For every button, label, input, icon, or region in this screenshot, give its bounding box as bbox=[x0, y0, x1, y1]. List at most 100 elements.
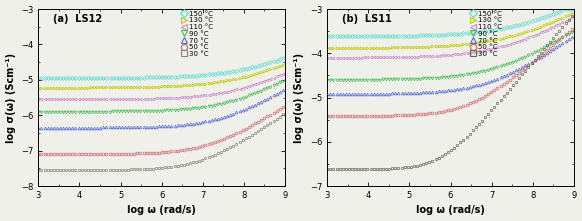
90 °C bbox=[143, 110, 150, 112]
130 °C bbox=[180, 84, 187, 87]
130 °C bbox=[251, 73, 258, 75]
70 °C bbox=[251, 103, 258, 106]
Y-axis label: log σ(ω) (Scm⁻¹): log σ(ω) (Scm⁻¹) bbox=[294, 52, 304, 143]
150 °C bbox=[432, 34, 439, 36]
90 °C bbox=[568, 30, 575, 33]
Y-axis label: log σ(ω) (Scm⁻¹): log σ(ω) (Scm⁻¹) bbox=[6, 52, 16, 143]
110 °C bbox=[202, 94, 209, 96]
130 °C bbox=[473, 42, 480, 44]
70 °C bbox=[432, 90, 439, 93]
70 °C bbox=[473, 84, 480, 87]
150 °C bbox=[473, 31, 480, 33]
110 °C bbox=[491, 47, 498, 49]
130 °C bbox=[568, 12, 575, 15]
110 °C bbox=[482, 49, 489, 51]
30 °C bbox=[143, 168, 150, 170]
Text: (a)  LS12: (a) LS12 bbox=[53, 14, 102, 24]
150 °C bbox=[251, 65, 258, 68]
70 °C bbox=[469, 85, 476, 88]
Line: 30 °C: 30 °C bbox=[37, 113, 284, 171]
110 °C bbox=[279, 72, 286, 75]
130 °C bbox=[491, 38, 498, 41]
150 °C bbox=[565, 8, 572, 10]
30 °C bbox=[251, 131, 258, 134]
110 °C bbox=[324, 56, 331, 59]
Legend: 150 °C, 130 °C, 110 °C, 90 °C, 70 °C, 50 °C, 30 °C: 150 °C, 130 °C, 110 °C, 90 °C, 70 °C, 50… bbox=[182, 11, 212, 57]
30 °C bbox=[324, 168, 331, 171]
150 °C bbox=[482, 30, 489, 32]
50 °C bbox=[183, 148, 190, 151]
50 °C bbox=[568, 28, 575, 30]
110 °C bbox=[432, 54, 439, 57]
50 °C bbox=[202, 144, 209, 147]
30 °C bbox=[193, 160, 200, 163]
150 °C bbox=[180, 75, 187, 78]
150 °C bbox=[193, 74, 200, 77]
70 °C bbox=[279, 89, 286, 92]
130 °C bbox=[202, 82, 209, 85]
Line: 50 °C: 50 °C bbox=[326, 28, 573, 118]
Legend: 150 °C, 130 °C, 110 °C, 90 °C, 70 °C, 50 °C, 30 °C: 150 °C, 130 °C, 110 °C, 90 °C, 70 °C, 50… bbox=[471, 11, 502, 57]
110 °C bbox=[193, 95, 200, 97]
Line: 90 °C: 90 °C bbox=[326, 30, 573, 81]
50 °C bbox=[193, 146, 200, 149]
130 °C bbox=[469, 42, 476, 45]
130 °C bbox=[482, 40, 489, 43]
Line: 150 °C: 150 °C bbox=[37, 57, 284, 79]
150 °C bbox=[469, 31, 476, 34]
Text: (b)  LS11: (b) LS11 bbox=[342, 14, 392, 24]
30 °C bbox=[432, 158, 439, 161]
Line: 70 °C: 70 °C bbox=[37, 89, 284, 129]
Line: 50 °C: 50 °C bbox=[37, 106, 284, 156]
110 °C bbox=[541, 30, 548, 32]
150 °C bbox=[279, 57, 286, 60]
90 °C bbox=[482, 69, 489, 72]
50 °C bbox=[279, 106, 286, 108]
130 °C bbox=[541, 24, 548, 27]
90 °C bbox=[279, 79, 286, 82]
130 °C bbox=[183, 84, 190, 86]
50 °C bbox=[541, 51, 548, 54]
150 °C bbox=[183, 75, 190, 78]
90 °C bbox=[324, 78, 331, 81]
50 °C bbox=[491, 89, 498, 91]
130 °C bbox=[324, 47, 331, 49]
Line: 110 °C: 110 °C bbox=[326, 16, 573, 59]
Line: 90 °C: 90 °C bbox=[37, 79, 284, 113]
70 °C bbox=[324, 93, 331, 95]
50 °C bbox=[180, 149, 187, 151]
110 °C bbox=[469, 51, 476, 53]
70 °C bbox=[491, 78, 498, 81]
X-axis label: log ω (rad/s): log ω (rad/s) bbox=[416, 206, 485, 215]
110 °C bbox=[143, 97, 150, 100]
90 °C bbox=[473, 71, 480, 74]
150 °C bbox=[35, 77, 42, 79]
110 °C bbox=[183, 95, 190, 98]
50 °C bbox=[35, 153, 42, 156]
50 °C bbox=[251, 122, 258, 125]
30 °C bbox=[541, 48, 548, 50]
30 °C bbox=[180, 163, 187, 166]
130 °C bbox=[432, 45, 439, 48]
30 °C bbox=[568, 15, 575, 17]
90 °C bbox=[193, 107, 200, 109]
70 °C bbox=[143, 126, 150, 128]
X-axis label: log ω (rad/s): log ω (rad/s) bbox=[127, 206, 196, 215]
Line: 30 °C: 30 °C bbox=[326, 15, 573, 171]
30 °C bbox=[202, 157, 209, 160]
50 °C bbox=[469, 101, 476, 103]
110 °C bbox=[568, 16, 575, 19]
30 °C bbox=[482, 116, 489, 118]
90 °C bbox=[35, 110, 42, 113]
70 °C bbox=[541, 53, 548, 56]
150 °C bbox=[143, 76, 150, 79]
70 °C bbox=[193, 122, 200, 124]
90 °C bbox=[251, 92, 258, 94]
50 °C bbox=[482, 95, 489, 97]
150 °C bbox=[541, 16, 548, 19]
150 °C bbox=[568, 8, 575, 10]
90 °C bbox=[432, 76, 439, 79]
70 °C bbox=[482, 82, 489, 84]
90 °C bbox=[183, 108, 190, 110]
70 °C bbox=[180, 123, 187, 126]
